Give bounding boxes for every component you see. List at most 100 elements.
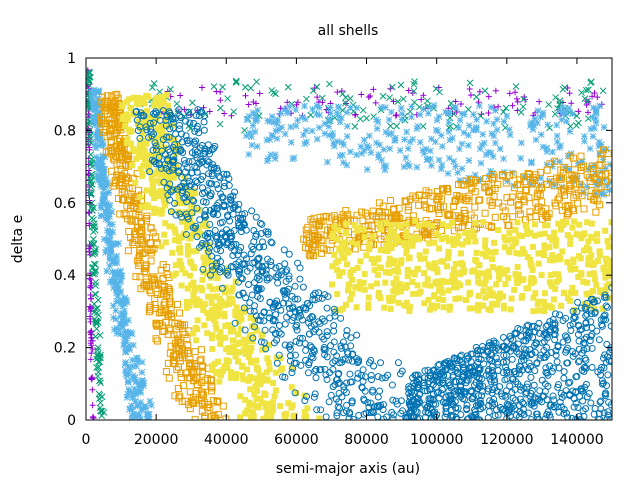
data-point	[586, 290, 593, 297]
data-point	[575, 357, 583, 365]
data-point	[190, 119, 198, 127]
data-point	[335, 103, 342, 111]
data-point	[488, 169, 496, 177]
data-point	[105, 230, 113, 237]
data-point	[100, 235, 108, 243]
data-point	[97, 351, 104, 359]
data-point	[424, 402, 432, 410]
data-point	[538, 184, 546, 192]
data-point	[150, 184, 157, 191]
data-point	[272, 311, 280, 319]
data-point	[581, 137, 588, 145]
data-point	[339, 151, 346, 159]
data-point	[588, 344, 596, 352]
data-point	[116, 278, 124, 286]
data-point	[401, 136, 408, 143]
data-point	[543, 343, 551, 351]
data-point	[132, 179, 139, 186]
data-point	[248, 207, 256, 215]
data-point	[366, 132, 373, 140]
data-point	[182, 132, 190, 140]
data-point	[309, 354, 317, 362]
data-point	[569, 307, 577, 315]
data-point	[134, 355, 141, 362]
data-point	[388, 222, 395, 229]
data-point	[551, 336, 559, 344]
data-point	[444, 255, 451, 262]
data-point	[521, 250, 528, 257]
data-point	[132, 273, 140, 281]
data-point	[490, 132, 498, 140]
data-point	[335, 226, 342, 233]
data-point	[237, 414, 244, 420]
data-point	[604, 371, 612, 379]
data-point	[595, 161, 603, 169]
data-point	[253, 387, 260, 394]
data-point	[172, 270, 179, 277]
data-point	[154, 100, 161, 107]
data-point	[364, 399, 372, 407]
data-point	[208, 299, 215, 306]
data-point	[414, 384, 422, 392]
data-point	[562, 348, 570, 356]
data-point	[404, 266, 411, 273]
data-point	[512, 89, 519, 96]
data-point	[596, 252, 603, 259]
data-point	[305, 330, 313, 338]
data-point	[218, 372, 225, 379]
data-point	[552, 174, 560, 182]
data-point	[381, 166, 389, 174]
data-point	[577, 167, 585, 175]
data-point	[253, 143, 261, 150]
data-point	[400, 163, 408, 171]
data-point	[442, 404, 450, 412]
data-point	[213, 325, 220, 332]
data-point	[476, 303, 483, 310]
data-point	[581, 230, 588, 237]
data-point	[535, 250, 542, 257]
data-point	[103, 182, 111, 189]
data-point	[251, 391, 258, 398]
data-point	[473, 93, 480, 101]
data-point	[91, 248, 99, 255]
data-point	[99, 93, 107, 101]
data-point	[280, 106, 288, 113]
data-point	[300, 131, 307, 139]
data-point	[321, 346, 329, 354]
data-point	[223, 346, 230, 353]
data-point	[205, 258, 212, 265]
data-point	[377, 226, 384, 233]
data-point	[530, 294, 537, 301]
data-point	[205, 147, 213, 155]
data-point	[124, 328, 132, 336]
data-point	[374, 118, 382, 126]
data-point	[189, 224, 197, 232]
data-point	[157, 171, 164, 178]
data-point	[209, 266, 217, 274]
data-point	[255, 243, 263, 251]
data-point	[542, 364, 550, 372]
data-point	[122, 366, 129, 374]
data-point	[457, 282, 464, 289]
data-point	[270, 380, 277, 387]
data-point	[121, 360, 129, 368]
data-point	[461, 111, 468, 118]
data-point	[475, 99, 482, 106]
data-point	[592, 276, 599, 283]
data-point	[127, 104, 134, 111]
data-point	[307, 216, 315, 224]
data-point	[244, 280, 252, 288]
data-point	[293, 390, 300, 397]
data-point	[163, 271, 171, 279]
data-point	[174, 384, 182, 392]
data-point	[95, 88, 103, 96]
data-point	[608, 219, 612, 226]
data-point	[488, 186, 496, 194]
data-point	[538, 272, 545, 279]
data-point	[532, 290, 539, 297]
data-point	[264, 255, 272, 263]
data-point	[220, 366, 227, 373]
data-point	[569, 352, 577, 360]
data-point	[216, 303, 223, 310]
data-point	[198, 407, 206, 415]
